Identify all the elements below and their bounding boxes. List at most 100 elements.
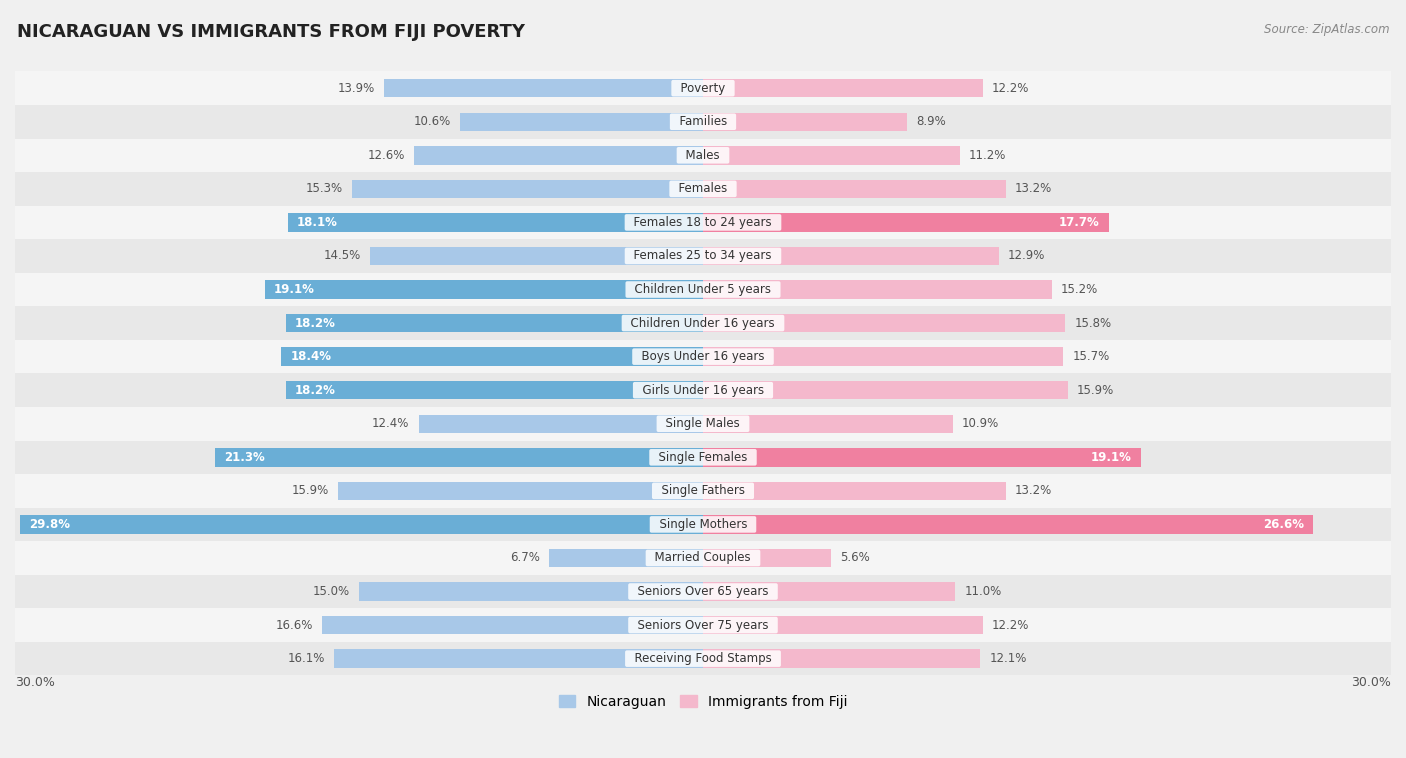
Bar: [370, 247, 703, 265]
Text: 14.5%: 14.5%: [323, 249, 361, 262]
Text: Seniors Over 75 years: Seniors Over 75 years: [630, 619, 776, 631]
Text: NICARAGUAN VS IMMIGRANTS FROM FIJI POVERTY: NICARAGUAN VS IMMIGRANTS FROM FIJI POVER…: [17, 23, 524, 41]
Text: Girls Under 16 years: Girls Under 16 years: [634, 384, 772, 396]
Bar: [703, 415, 953, 433]
Text: 12.6%: 12.6%: [367, 149, 405, 161]
Text: 18.2%: 18.2%: [295, 317, 336, 330]
Text: 19.1%: 19.1%: [274, 283, 315, 296]
Bar: [322, 615, 703, 634]
Text: 13.2%: 13.2%: [1015, 183, 1052, 196]
Text: 12.1%: 12.1%: [990, 652, 1026, 665]
Text: 18.4%: 18.4%: [290, 350, 332, 363]
Text: 11.0%: 11.0%: [965, 585, 1001, 598]
Text: 17.7%: 17.7%: [1059, 216, 1099, 229]
Bar: [703, 549, 831, 567]
Text: 15.7%: 15.7%: [1073, 350, 1109, 363]
Text: Females 25 to 34 years: Females 25 to 34 years: [627, 249, 779, 262]
Bar: [703, 347, 1063, 366]
Text: 6.7%: 6.7%: [510, 552, 540, 565]
Bar: [703, 280, 1052, 299]
Bar: [281, 347, 703, 366]
Bar: [15, 71, 1391, 105]
Bar: [384, 79, 703, 98]
Bar: [703, 247, 998, 265]
Bar: [413, 146, 703, 164]
Bar: [460, 112, 703, 131]
Text: 16.1%: 16.1%: [287, 652, 325, 665]
Text: Females 18 to 24 years: Females 18 to 24 years: [627, 216, 779, 229]
Bar: [285, 314, 703, 332]
Bar: [419, 415, 703, 433]
Text: 30.0%: 30.0%: [1351, 675, 1391, 688]
Text: Receiving Food Stamps: Receiving Food Stamps: [627, 652, 779, 665]
Text: Poverty: Poverty: [673, 82, 733, 95]
Bar: [15, 575, 1391, 609]
Bar: [333, 650, 703, 668]
Bar: [285, 381, 703, 399]
Bar: [15, 205, 1391, 240]
Text: 10.6%: 10.6%: [413, 115, 451, 128]
Text: Children Under 16 years: Children Under 16 years: [623, 317, 783, 330]
Text: Single Males: Single Males: [658, 417, 748, 431]
Text: 15.0%: 15.0%: [312, 585, 350, 598]
Bar: [15, 240, 1391, 273]
Text: 18.2%: 18.2%: [295, 384, 336, 396]
Bar: [15, 139, 1391, 172]
Bar: [15, 474, 1391, 508]
Bar: [550, 549, 703, 567]
Bar: [15, 609, 1391, 642]
Text: 15.8%: 15.8%: [1074, 317, 1112, 330]
Bar: [15, 306, 1391, 340]
Bar: [15, 407, 1391, 440]
Bar: [703, 146, 960, 164]
Bar: [703, 213, 1109, 232]
Text: Females: Females: [671, 183, 735, 196]
Bar: [15, 642, 1391, 675]
Text: Married Couples: Married Couples: [647, 552, 759, 565]
Bar: [703, 448, 1142, 466]
Text: 12.9%: 12.9%: [1008, 249, 1046, 262]
Text: 18.1%: 18.1%: [297, 216, 337, 229]
Text: 8.9%: 8.9%: [917, 115, 946, 128]
Text: Children Under 5 years: Children Under 5 years: [627, 283, 779, 296]
Bar: [15, 508, 1391, 541]
Bar: [339, 481, 703, 500]
Bar: [703, 582, 955, 601]
Bar: [15, 440, 1391, 474]
Bar: [703, 180, 1005, 198]
Text: 16.6%: 16.6%: [276, 619, 314, 631]
Text: 12.2%: 12.2%: [993, 82, 1029, 95]
Text: 13.9%: 13.9%: [337, 82, 375, 95]
Bar: [215, 448, 703, 466]
Bar: [703, 615, 983, 634]
Text: 10.9%: 10.9%: [962, 417, 1000, 431]
Bar: [15, 541, 1391, 575]
Bar: [359, 582, 703, 601]
Bar: [20, 515, 703, 534]
Text: 15.9%: 15.9%: [1077, 384, 1114, 396]
Text: 12.2%: 12.2%: [993, 619, 1029, 631]
Text: 12.4%: 12.4%: [373, 417, 409, 431]
Text: 15.3%: 15.3%: [307, 183, 343, 196]
Bar: [264, 280, 703, 299]
Bar: [15, 374, 1391, 407]
Bar: [703, 381, 1067, 399]
Legend: Nicaraguan, Immigrants from Fiji: Nicaraguan, Immigrants from Fiji: [553, 690, 853, 715]
Text: Source: ZipAtlas.com: Source: ZipAtlas.com: [1264, 23, 1389, 36]
Text: Boys Under 16 years: Boys Under 16 years: [634, 350, 772, 363]
Text: Seniors Over 65 years: Seniors Over 65 years: [630, 585, 776, 598]
Bar: [703, 79, 983, 98]
Text: 15.2%: 15.2%: [1060, 283, 1098, 296]
Text: Families: Families: [672, 115, 734, 128]
Bar: [703, 112, 907, 131]
Bar: [15, 273, 1391, 306]
Text: 5.6%: 5.6%: [841, 552, 870, 565]
Bar: [288, 213, 703, 232]
Bar: [703, 515, 1313, 534]
Text: 19.1%: 19.1%: [1091, 451, 1132, 464]
Bar: [703, 314, 1066, 332]
Text: Single Mothers: Single Mothers: [651, 518, 755, 531]
Bar: [15, 105, 1391, 139]
Text: 29.8%: 29.8%: [28, 518, 70, 531]
Text: 26.6%: 26.6%: [1263, 518, 1303, 531]
